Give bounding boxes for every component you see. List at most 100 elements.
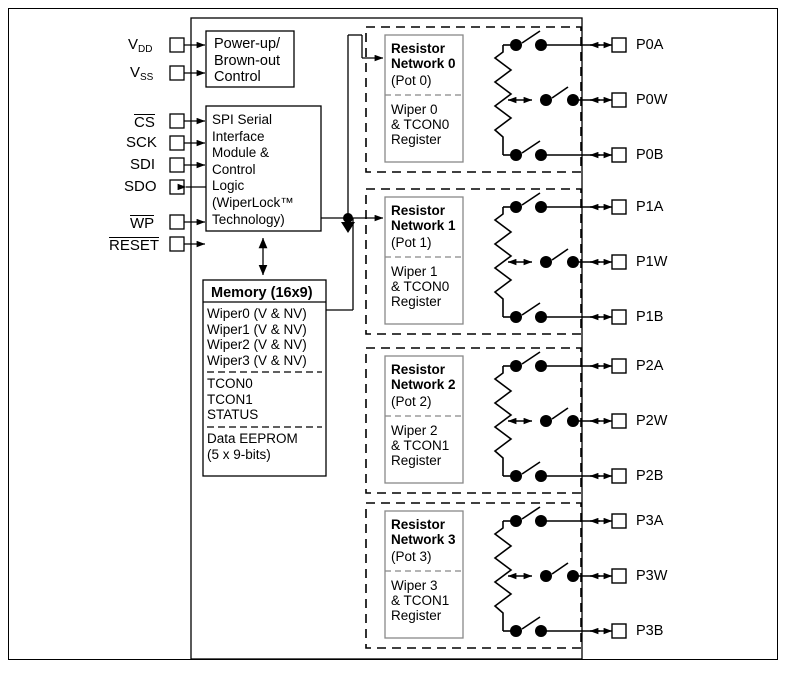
memory-block-group: [202, 279, 327, 477]
port-pad-p2b: [611, 468, 627, 484]
port-label-p3b: P3B: [636, 623, 664, 639]
rn2-terminal-w: [507, 407, 600, 427]
spi-block-label: SPI Serial Interface Module & Control Lo…: [212, 112, 294, 227]
rn0-zigzag: [493, 45, 513, 155]
rn2-resistor: [493, 366, 513, 476]
rn3-register-label: Wiper 3 & TCON1 Register: [391, 578, 450, 623]
pin-pad-cs: [169, 113, 185, 129]
rn2-b-node1: [510, 470, 522, 482]
rn0-terminal-a: [503, 30, 600, 51]
memory-eeprom-label: Data EEPROM (5 x 9-bits): [207, 431, 298, 462]
rn2-a-node1: [510, 360, 522, 372]
rn3-b-node1: [510, 625, 522, 637]
pin-pad-reset: [169, 236, 185, 252]
rn2-zigzag: [493, 366, 513, 476]
rn1-title: Resistor Network 1: [391, 203, 456, 233]
rn1-terminal-a: [503, 192, 600, 213]
rn0-a-node2: [535, 39, 547, 51]
rn1-pot-label: (Pot 1): [391, 235, 432, 250]
rn0-terminal-b: [503, 140, 600, 161]
power-block: [205, 30, 295, 88]
rn1-b-node2: [535, 311, 547, 323]
memory-block: [202, 279, 327, 477]
rn2-terminal-a: [503, 351, 600, 372]
pin-pad-sdo: [169, 179, 185, 195]
rn3-title: Resistor Network 3: [391, 517, 456, 547]
memory-header-label: Memory (16x9): [211, 285, 313, 301]
spi-block: [205, 105, 322, 232]
rn2-register-label: Wiper 2 & TCON1 Register: [391, 423, 450, 468]
pin-label-wp: WP: [130, 215, 155, 232]
pin-label-sck: SCK: [126, 134, 157, 151]
rn0-terminal-w: [507, 86, 600, 106]
rn0-b-node2: [535, 149, 547, 161]
spi-block-group: [205, 105, 322, 232]
rn2-register-box: [384, 355, 464, 484]
port-label-p0a: P0A: [636, 37, 664, 53]
port-label-p3a: P3A: [636, 513, 664, 529]
resistor-network-3-group: [365, 502, 600, 649]
bus-down-arrowhead: [341, 222, 355, 233]
pin-pad-vdd: [169, 37, 185, 53]
memory-wipers-label: Wiper0 (V & NV) Wiper1 (V & NV) Wiper2 (…: [207, 306, 307, 368]
rn1-terminal-w: [507, 248, 600, 268]
chip-outline-group: [190, 17, 583, 660]
pin-pad-sck: [169, 135, 185, 151]
pin-label-sdi: SDI: [130, 156, 156, 173]
port-label-p2b: P2B: [636, 468, 664, 484]
pin-pad-sdi: [169, 157, 185, 173]
rn3-terminal-a: [503, 506, 600, 527]
rn0-register-label: Wiper 0 & TCON0 Register: [391, 102, 450, 147]
port-pad-p3a: [611, 513, 627, 529]
port-pad-p0a: [611, 37, 627, 53]
rn1-register-label: Wiper 1 & TCON0 Register: [391, 264, 450, 309]
pin-label-reset: RESET: [109, 237, 160, 254]
rn1-w-node1: [540, 256, 552, 268]
rn1-b-node1: [510, 311, 522, 323]
rn1-a-node2: [535, 201, 547, 213]
resistor-network-2-group: [365, 347, 600, 494]
port-label-p1a: P1A: [636, 199, 664, 215]
rn3-register-box: [384, 510, 464, 639]
pin-label-vss: VSS: [130, 64, 154, 83]
port-label-p3w: P3W: [636, 568, 668, 584]
rn3-zigzag: [493, 521, 513, 631]
rn3-a-node2: [535, 515, 547, 527]
port-label-p0b: P0B: [636, 147, 664, 163]
port-pad-p0b: [611, 147, 627, 163]
rn3-terminal-w: [507, 562, 600, 582]
rn3-a-node1: [510, 515, 522, 527]
rn3-b-node2: [535, 625, 547, 637]
port-pad-p1b: [611, 309, 627, 325]
port-pad-p1w: [611, 254, 627, 270]
rn1-a-node1: [510, 201, 522, 213]
rn0-a-node1: [510, 39, 522, 51]
rn0-pot-label: (Pot 0): [391, 73, 432, 88]
chip-outline: [190, 17, 583, 660]
pin-label-vdd: VDD: [128, 36, 153, 55]
port-pad-p3w: [611, 568, 627, 584]
rn2-pot-label: (Pot 2): [391, 394, 432, 409]
port-pad-p0w: [611, 92, 627, 108]
pin-pad-vss: [169, 65, 185, 81]
rn1-terminal-b: [503, 302, 600, 323]
rn1-register-box: [384, 196, 464, 325]
internal-bus: [321, 34, 384, 311]
port-pad-p3b: [611, 623, 627, 639]
rn3-pot-label: (Pot 3): [391, 549, 432, 564]
port-pad-p2w: [611, 413, 627, 429]
port-pad-p2a: [611, 358, 627, 374]
rn2-w-node1: [540, 415, 552, 427]
port-label-p1b: P1B: [636, 309, 664, 325]
port-label-p2a: P2A: [636, 358, 664, 374]
rn0-w-node1: [540, 94, 552, 106]
rn0-register-box: [384, 34, 464, 163]
power-block-label: Power-up/ Brown-out Control: [214, 36, 281, 85]
rn0-resistor: [493, 45, 513, 155]
resistor-network-1-group: [365, 188, 600, 335]
left-pin-group: [169, 37, 185, 252]
rn2-b-node2: [535, 470, 547, 482]
rn1-zigzag: [493, 207, 513, 317]
